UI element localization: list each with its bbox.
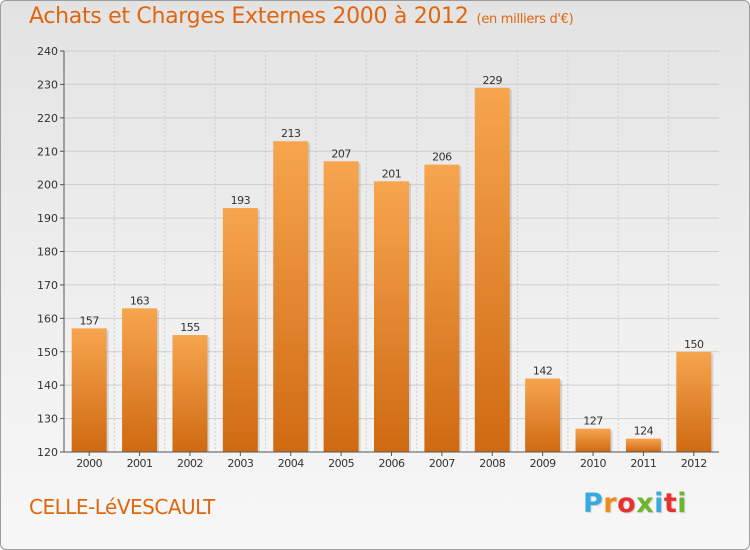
x-tick-label: 2003 — [227, 457, 253, 470]
bar-2003 — [222, 208, 258, 452]
bars — [71, 87, 714, 452]
bar-2008 — [474, 87, 510, 452]
data-label: 206 — [432, 151, 452, 164]
data-label: 142 — [533, 364, 553, 377]
y-tick-label: 120 — [37, 446, 58, 459]
logo-letter: x — [636, 488, 655, 519]
bar-2012 — [676, 351, 712, 452]
logo-letter: P — [583, 488, 604, 519]
bar-2002 — [172, 335, 208, 452]
x-tick-label: 2001 — [127, 457, 153, 470]
logo-letter: t — [663, 488, 678, 519]
data-label: 201 — [382, 167, 402, 180]
bar-2000 — [71, 328, 107, 452]
y-tick-label: 140 — [37, 379, 58, 392]
x-tick-label: 2005 — [328, 457, 354, 470]
x-tick-label: 2009 — [530, 457, 556, 470]
data-label: 229 — [483, 74, 503, 87]
x-tick-label: 2012 — [681, 457, 707, 470]
bar-2009 — [525, 378, 561, 452]
logo-letter: o — [617, 488, 637, 519]
x-tick-label: 2011 — [630, 457, 656, 470]
y-tick-label: 130 — [37, 413, 58, 426]
x-tick-label: 2000 — [76, 457, 102, 470]
title-text: Achats et Charges Externes 2000 à 2012 — [29, 4, 469, 29]
x-tick-label: 2004 — [278, 457, 304, 470]
logo-letter: i — [677, 488, 688, 519]
y-tick-label: 160 — [37, 312, 58, 325]
title-unit: (en milliers d'€) — [476, 12, 574, 27]
y-tick-label: 200 — [37, 179, 58, 192]
bar-2006 — [374, 181, 409, 452]
bar-2011 — [625, 438, 661, 452]
x-tick-label: 2010 — [580, 457, 606, 470]
logo-letter: i — [654, 488, 664, 519]
y-tick-label: 180 — [37, 246, 58, 259]
data-label: 207 — [331, 147, 351, 160]
y-tick-label: 230 — [37, 78, 58, 91]
data-label: 150 — [684, 338, 704, 351]
x-tick-label: 2007 — [429, 457, 455, 470]
data-label: 213 — [281, 127, 301, 140]
data-label: 157 — [79, 314, 99, 327]
bar-2001 — [122, 308, 158, 452]
data-label: 163 — [130, 294, 150, 307]
data-labels: 157 163 155 193 213 207 201 206 229 142 127 124 150 — [79, 74, 704, 438]
data-label: 124 — [634, 425, 654, 438]
bar-2010 — [575, 428, 611, 452]
y-tick-label: 220 — [37, 112, 58, 125]
axes: 120 130 140 150 160 170 180 190 200 210 220 230 240 2… — [37, 45, 719, 470]
y-tick-label: 240 — [37, 45, 58, 58]
data-label: 155 — [180, 321, 200, 334]
commune-name: CELLE-LéVESCAULT — [29, 495, 215, 519]
data-label: 193 — [231, 194, 251, 207]
y-tick-label: 170 — [37, 279, 58, 292]
y-tick-label: 210 — [37, 145, 58, 158]
y-tick-label: 150 — [37, 346, 58, 359]
x-tick-label: 2008 — [479, 457, 505, 470]
bar-2007 — [424, 164, 460, 452]
logo-letter: r — [603, 488, 618, 519]
bar-2004 — [273, 141, 309, 452]
data-label: 127 — [583, 415, 603, 428]
proxiti-logo[interactable]: Proxiti — [583, 488, 687, 519]
x-tick-label: 2006 — [379, 457, 405, 470]
chart-title: Achats et Charges Externes 2000 à 2012 (e… — [29, 4, 574, 29]
bar-2005 — [323, 161, 359, 452]
x-tick-label: 2002 — [177, 457, 203, 470]
y-tick-label: 190 — [37, 212, 58, 225]
